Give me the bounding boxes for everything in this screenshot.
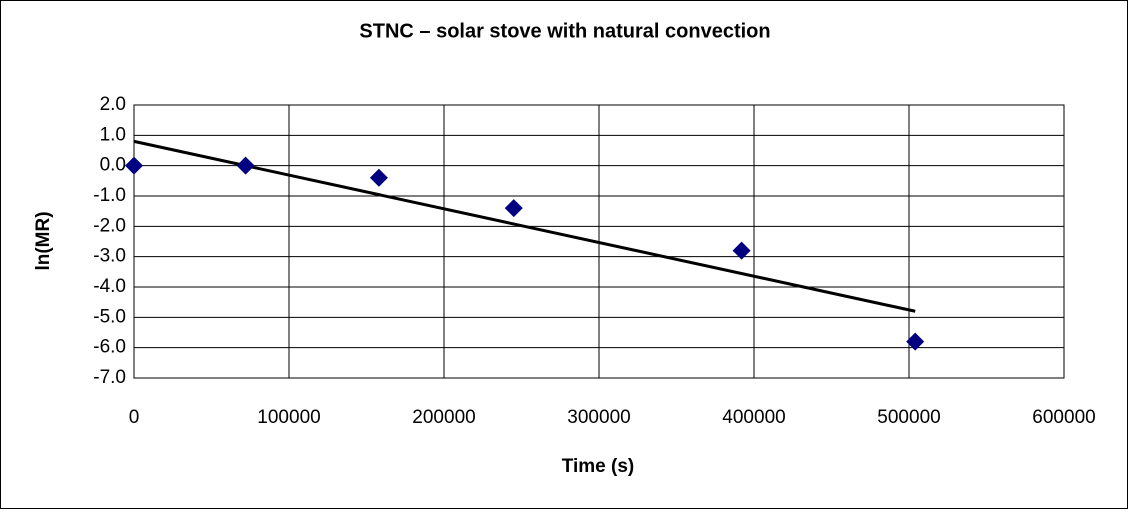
y-axis-label: ln(MR) (33, 211, 54, 270)
y-tick-label: 2.0 (100, 94, 126, 115)
x-tick-label: 300000 (567, 407, 630, 428)
y-tick-label: -4.0 (93, 276, 126, 297)
x-tick-label: 400000 (722, 407, 785, 428)
data-point (236, 156, 255, 175)
x-tick-label: 600000 (1032, 407, 1095, 428)
y-tick-label: -3.0 (93, 246, 126, 267)
y-tick-label: 0.0 (100, 155, 126, 176)
y-tick-label: -1.0 (93, 185, 126, 206)
y-tick-label: -7.0 (93, 367, 126, 388)
data-point (504, 199, 523, 218)
data-point (369, 168, 388, 187)
data-point (125, 156, 143, 175)
plot-border (133, 104, 1065, 379)
x-tick-label: 500000 (877, 407, 940, 428)
x-tick-label: 100000 (257, 407, 320, 428)
x-axis-label: Time (s) (562, 456, 635, 477)
y-tick-label: -2.0 (93, 215, 126, 236)
y-tick-label: 1.0 (100, 124, 126, 145)
y-tick-label: -6.0 (93, 337, 126, 358)
chart-title: STNC – solar stove with natural convecti… (359, 20, 770, 42)
y-tick-label: -5.0 (93, 306, 126, 327)
trend-line (133, 139, 916, 313)
data-point (906, 332, 925, 351)
x-tick-label: 200000 (412, 407, 475, 428)
x-tick-label: 0 (129, 407, 140, 428)
data-point (732, 241, 751, 260)
